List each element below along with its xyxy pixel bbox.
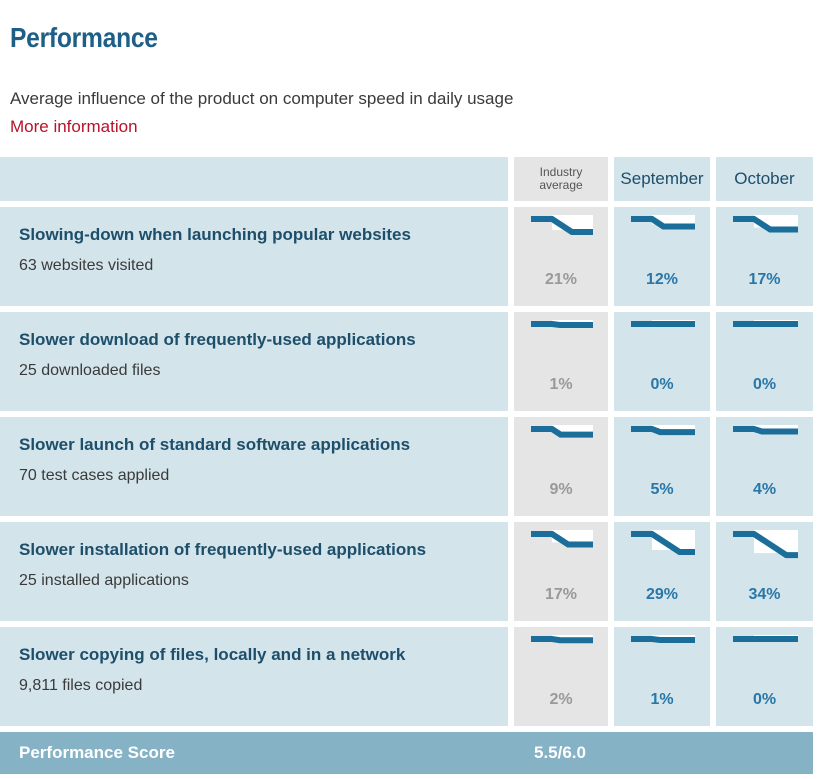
score-cell-september: 1% — [614, 627, 710, 726]
row-title: Slower download of frequently-used appli… — [19, 330, 416, 349]
score-cell-october: 17% — [716, 207, 813, 306]
score-cell-october: 0% — [716, 312, 813, 411]
percentage-value: 9% — [549, 481, 573, 498]
score-cell-industry: 9% — [514, 417, 608, 516]
indicator-background — [754, 425, 798, 430]
column-header-industry-line1: Industry — [539, 165, 583, 179]
indicator-background — [552, 425, 593, 433]
table-header-blank — [0, 157, 508, 201]
row-label-cell: Slower copying of files, locally and in … — [0, 627, 508, 726]
slowdown-indicator — [631, 530, 695, 555]
row-subtitle: 25 downloaded files — [19, 362, 161, 379]
percentage-value: 1% — [549, 376, 573, 393]
score-cell-september: 5% — [614, 417, 710, 516]
percentage-value: 29% — [645, 586, 679, 603]
score-label: Performance Score — [19, 743, 175, 762]
percentage-value: 12% — [645, 271, 679, 288]
row-title: Slowing-down when launching popular webs… — [19, 225, 411, 244]
slowdown-indicator — [531, 215, 593, 236]
row-label-cell: Slowing-down when launching popular webs… — [0, 207, 508, 306]
row-title: Slower copying of files, locally and in … — [19, 645, 406, 664]
row-label-cell: Slower download of frequently-used appli… — [0, 312, 508, 411]
indicator-background — [754, 530, 798, 554]
slowdown-indicator — [631, 320, 695, 327]
score-cell-september: 12% — [614, 207, 710, 306]
percentage-value: 0% — [752, 376, 777, 393]
row-subtitle: 25 installed applications — [19, 572, 189, 589]
row-subtitle: 70 test cases applied — [19, 467, 170, 484]
slowdown-indicator — [733, 530, 798, 559]
slowdown-indicator — [531, 425, 593, 438]
score-cell-october: 4% — [716, 417, 813, 516]
indicator-background — [552, 635, 593, 639]
percentage-value: 17% — [748, 271, 781, 288]
slowdown-indicator — [631, 215, 695, 230]
percentage-value: 1% — [650, 691, 674, 708]
score-cell-october: 34% — [716, 522, 813, 621]
percentage-value: 4% — [752, 481, 777, 498]
indicator-line — [531, 426, 593, 438]
column-header-october: October — [716, 157, 813, 201]
percentage-value: 34% — [748, 586, 781, 603]
indicator-background — [652, 215, 695, 225]
slowdown-indicator — [733, 635, 798, 642]
percentage-value: 5% — [650, 481, 674, 498]
indicator-line — [733, 426, 798, 435]
indicator-line — [631, 216, 695, 230]
indicator-background — [652, 530, 695, 550]
percentage-value: 0% — [752, 691, 777, 708]
row-subtitle: 63 websites visited — [19, 257, 154, 274]
slowdown-indicator — [531, 530, 593, 548]
indicator-line — [733, 531, 798, 559]
indicator-line — [531, 321, 593, 328]
score-cell-industry: 2% — [514, 627, 608, 726]
percentage-value: 0% — [650, 376, 674, 393]
score-cell-september: 0% — [614, 312, 710, 411]
row-label-cell: Slower installation of frequently-used a… — [0, 522, 508, 621]
row-subtitle: 9,811 files copied — [19, 677, 143, 694]
score-bar: Performance Score 5.5/6.0 — [0, 732, 813, 774]
indicator-line — [531, 216, 593, 236]
row-label-cell: Slower launch of standard software appli… — [0, 417, 508, 516]
indicator-line — [631, 531, 695, 555]
more-information-link[interactable]: More information — [10, 117, 138, 136]
slowdown-indicator — [631, 635, 695, 643]
score-cell-industry: 21% — [514, 207, 608, 306]
score-cell-october: 0% — [716, 627, 813, 726]
indicator-line — [631, 636, 695, 643]
column-header-september: September — [614, 157, 710, 201]
row-title: Slower launch of standard software appli… — [19, 435, 411, 454]
slowdown-indicator — [531, 635, 593, 644]
percentage-value: 21% — [544, 271, 578, 288]
percentage-value: 2% — [549, 691, 573, 708]
column-header-industry-average: Industry average — [514, 157, 608, 201]
indicator-line — [631, 426, 695, 436]
indicator-line — [531, 531, 593, 548]
row-title: Slower installation of frequently-used a… — [19, 540, 427, 559]
slowdown-indicator — [531, 320, 593, 328]
score-value: 5.5/6.0 — [534, 743, 586, 762]
slowdown-indicator — [631, 425, 695, 436]
indicator-background — [652, 425, 695, 431]
slowdown-indicator — [733, 215, 798, 233]
score-cell-september: 29% — [614, 522, 710, 621]
percentage-value: 17% — [544, 586, 578, 603]
column-header-industry-line2: average — [539, 178, 583, 192]
score-cell-industry: 17% — [514, 522, 608, 621]
slowdown-indicator — [733, 320, 798, 327]
page-subtitle: Average influence of the product on comp… — [10, 89, 514, 108]
indicator-line — [733, 216, 798, 233]
page-title: Performance — [10, 22, 158, 53]
slowdown-indicator — [733, 425, 798, 435]
score-cell-industry: 1% — [514, 312, 608, 411]
indicator-line — [531, 636, 593, 644]
